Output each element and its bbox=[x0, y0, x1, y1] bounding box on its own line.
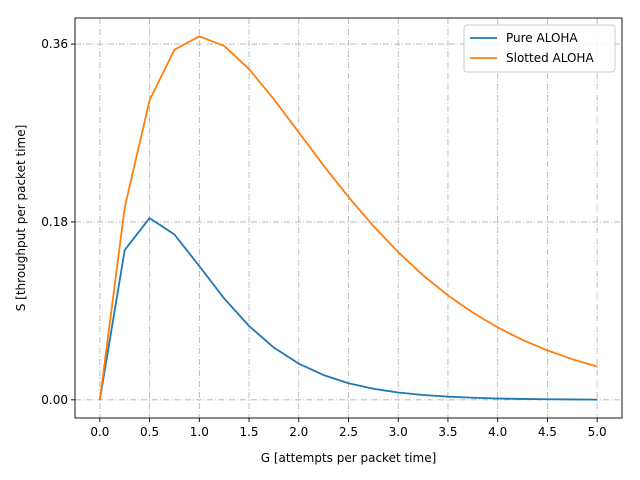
x-tick-label: 2.0 bbox=[289, 425, 308, 439]
x-tick-label: 3.5 bbox=[438, 425, 457, 439]
axis-ticks: 0.0 0.5 1.0 1.5 2.0 2.5 3.0 3.5 4.0 4.5 5.0 0.00 0.1… bbox=[41, 37, 606, 439]
legend-box bbox=[463, 24, 616, 73]
x-tick-label: 4.5 bbox=[538, 425, 557, 439]
pure-aloha-line bbox=[98, 217, 598, 401]
x-tick-label: 5.0 bbox=[588, 425, 607, 439]
y-tick-label: 0.00 bbox=[41, 393, 68, 407]
x-tick-label: 0.5 bbox=[140, 425, 159, 439]
grid bbox=[75, 18, 622, 418]
y-tick-label: 0.36 bbox=[41, 37, 68, 51]
series-lines bbox=[98, 35, 598, 401]
x-tick-label: 0.0 bbox=[90, 425, 109, 439]
y-tick-label: 0.18 bbox=[41, 215, 68, 229]
x-tick-label: 1.5 bbox=[239, 425, 258, 439]
legend-label-slotted-aloha: Slotted ALOHA bbox=[506, 51, 594, 65]
legend-label-pure-aloha: Pure ALOHA bbox=[506, 31, 578, 45]
x-tick-label: 2.5 bbox=[339, 425, 358, 439]
y-axis-label: S [throughput per packet time] bbox=[14, 125, 28, 312]
legend: Pure ALOHA Slotted ALOHA bbox=[463, 24, 616, 73]
x-tick-label: 3.0 bbox=[389, 425, 408, 439]
x-tick-label: 1.0 bbox=[190, 425, 209, 439]
slotted-aloha-line bbox=[98, 35, 598, 400]
x-tick-label: 4.0 bbox=[488, 425, 507, 439]
x-axis-label: G [attempts per packet time] bbox=[261, 451, 437, 465]
